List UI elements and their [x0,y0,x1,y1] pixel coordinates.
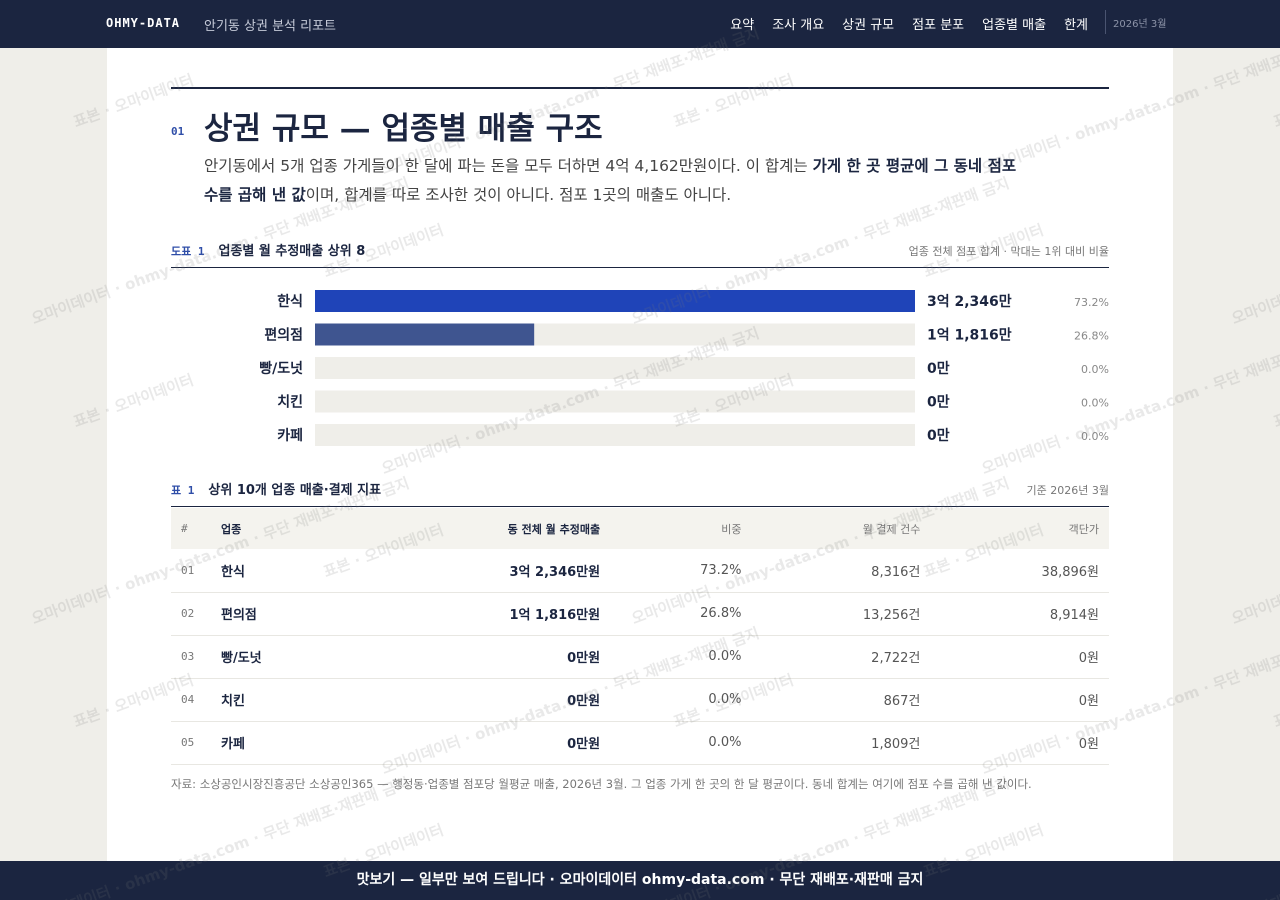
table-cell: 05 [171,721,211,765]
table-row: 04 치킨 0만원 0.0% 867건 0원 [171,678,1109,722]
category-label: 한식 [277,294,303,310]
nav-link[interactable]: 업종별 매출 [982,18,1047,33]
brand[interactable]: OHMY-DATA [106,16,181,30]
column-header: 동 전체 월 추정매출 [350,508,611,549]
source: 자료: 소상공인시장진흥공단 소상공인365 — 행정동·업종별 점포당 월평균… [171,777,1032,791]
value-label: 0만 [927,428,950,444]
table-cell: 편의점 [211,592,351,636]
table-row: 02 편의점 1억 1,816만원 26.8% 13,256건 8,914원 [171,592,1109,636]
nav-link[interactable]: 점포 분포 [912,18,965,33]
column-header: # [171,508,211,549]
table-title: 상위 10개 업종 매출·결제 지표 [208,483,382,498]
column-header: 비중 [610,508,752,549]
bar [315,290,915,312]
table-cell: 0만원 [350,678,611,722]
nav-link[interactable]: 요약 [730,18,755,33]
category-label: 빵/도넛 [259,361,303,377]
table-cell: 0.0% [610,721,752,765]
watermark: 표본 · 오마이데이터 [1270,371,1280,432]
watermark: 표본 · 오마이데이터 [1270,71,1280,132]
table-cell: 26.8% [610,592,752,636]
table-cell: 3억 2,346만원 [350,549,611,593]
category-label: 편의점 [264,327,303,344]
share-label: 0.0% [1081,430,1109,443]
table-cell: 0원 [930,721,1109,765]
report-subtitle: 안기동 상권 분석 리포트 [204,19,336,34]
table-cell: 8,316건 [751,549,931,593]
footer: 맛보기 — 일부만 보여 드립니다 · 오마이데이터 ohmy-data.com… [0,861,1280,900]
table-cell: 04 [171,678,211,722]
table-caption: 표 1 상위 10개 업종 매출·결제 지표 기준 2026년 3월 [171,479,1109,507]
value-label: 0만 [927,361,950,377]
figure-title: 업종별 월 추정매출 상위 8 [218,244,366,259]
table-cell: 01 [171,549,211,593]
bar-track [315,390,915,413]
lead-bold: 가게 한 곳 평균에 그 동네 점포 수를 곱해 낸 값 [204,157,1017,204]
table-cell: 1억 1,816만원 [350,592,611,636]
table-cell: 0원 [930,635,1109,679]
report-date: 2026년 3월 [1105,10,1166,34]
rule [171,87,1109,89]
table-cell: 0원 [930,678,1109,722]
table-cell: 2,722건 [751,635,931,679]
category-label: 카페 [277,428,303,444]
value-label: 3억 2,346만 [927,294,1012,310]
watermark: 오마이데이터 · ohmy-data.com · 무단 재배포·재판매 금지 [1229,474,1280,628]
figure-note: 업종 전체 점포 합계 · 막대는 1위 대비 비율 [908,245,1109,258]
section-title: 상권 규모 — 업종별 매출 구조 [204,111,603,147]
lead-text: 안기동에서 5개 업종 가게들이 한 달에 파는 돈을 모두 더하면 4억 4,… [204,157,813,175]
table-row: 01 한식 3억 2,346만원 73.2% 8,316건 38,896원 [171,549,1109,593]
table-row: 03 빵/도넛 0만원 0.0% 2,722건 0원 [171,635,1109,679]
section-number: 01 [171,125,185,138]
table-cell: 카페 [211,721,351,765]
table-cell: 73.2% [610,549,752,593]
nav-link[interactable]: 상권 규모 [842,18,895,33]
table-label: 표 1 [171,484,195,497]
table-cell: 03 [171,635,211,679]
bar-chart: 한식 3억 2,346만 73.2% 편의점 1억 1,816만 26.8% 빵/도넛 0만 0… [259,290,1109,446]
nav-link[interactable]: 한계 [1064,18,1088,33]
nav-links: 요약 조사 개요 상권 규모 점포 분포 업종별 매출 한계 [730,14,1088,33]
table-cell: 0만원 [350,721,611,765]
watermark: 오마이데이터 · ohmy-data.com · 무단 재배포·재판매 금지 [1229,174,1280,328]
table-cell: 0.0% [610,678,752,722]
bar-track [315,357,915,379]
table-cell: 02 [171,592,211,636]
share-label: 73.2% [1074,296,1109,309]
share-label: 26.8% [1074,330,1109,343]
table-cell: 0.0% [610,635,752,679]
watermark: 표본 · 오마이데이터 [1270,671,1280,732]
column-header: 월 결제 건수 [751,508,931,549]
bar [315,323,535,346]
lead-text: 이며, 합계를 따로 조사한 것이 아니다. 점포 1곳의 매출도 아니다. [305,186,732,204]
table-cell: 한식 [211,549,351,593]
share-label: 0.0% [1081,363,1109,376]
value-label: 1억 1,816만 [927,328,1012,344]
table: # 업종 동 전체 월 추정매출 비중 월 결제 건수 객단가 01 한식 3억 2,346만원… [171,508,1109,765]
value-label: 0만 [927,395,950,411]
table-cell: 8,914원 [930,592,1109,636]
column-header: 객단가 [930,508,1109,549]
content: 01 상권 규모 — 업종별 매출 구조 안기동에서 5개 업종 가게들이 한 … [107,48,1173,861]
table-cell: 0만원 [350,635,611,679]
table-cell: 빵/도넛 [211,635,351,679]
table-cell: 867건 [751,678,931,722]
lead: 안기동에서 5개 업종 가게들이 한 달에 파는 돈을 모두 더하면 4억 4,… [204,152,1024,210]
nav-link[interactable]: 조사 개요 [772,18,825,33]
table-row: 05 카페 0만원 0.0% 1,809건 0원 [171,721,1109,765]
share-label: 0.0% [1081,397,1109,410]
top-bar: OHMY-DATA 안기동 상권 분석 리포트 요약 조사 개요 상권 규모 점포 분… [0,0,1280,48]
figure-caption: 도표 1 업종별 월 추정매출 상위 8 업종 전체 점포 합계 · 막대는 1… [171,240,1109,268]
table-cell: 1,809건 [751,721,931,765]
table-cell: 38,896원 [930,549,1109,593]
table-cell: 치킨 [211,678,351,722]
table-note: 기준 2026년 3월 [1026,484,1109,497]
column-header: 업종 [211,508,351,549]
bar-track [315,424,915,446]
table-cell: 13,256건 [751,592,931,636]
category-label: 치킨 [277,394,303,411]
figure-label: 도표 1 [171,245,205,258]
